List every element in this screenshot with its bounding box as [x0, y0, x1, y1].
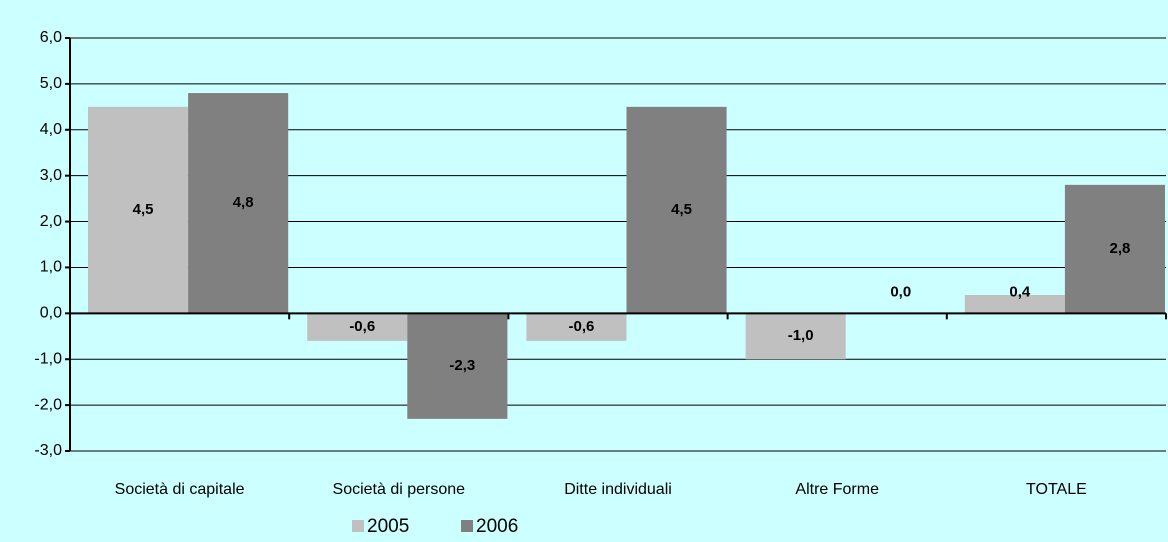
bar — [188, 93, 289, 314]
x-tick-label: TOTALE — [1026, 481, 1087, 498]
legend-label: 2005 — [367, 516, 409, 537]
bar — [964, 294, 1065, 314]
data-label: -2,3 — [449, 357, 475, 374]
data-label: 4,8 — [233, 194, 254, 211]
legend-swatch — [352, 520, 364, 532]
y-tick-label: 1,0 — [40, 259, 62, 276]
legend-label: 2006 — [476, 516, 518, 537]
x-tick-label: Società di capitale — [115, 481, 245, 498]
legend-swatch — [461, 520, 473, 532]
y-tick-label: 6,0 — [40, 29, 62, 46]
data-label: 0,4 — [1009, 283, 1031, 300]
y-tick-label: 0,0 — [40, 305, 62, 322]
data-label: -1,0 — [788, 327, 814, 344]
y-tick-label: -3,0 — [34, 442, 62, 459]
data-label: 0,0 — [890, 283, 911, 300]
y-tick-label: 5,0 — [40, 75, 62, 92]
bar — [88, 106, 189, 314]
y-tick-label: -2,0 — [34, 396, 62, 413]
x-tick-label: Ditte individuali — [564, 481, 672, 498]
bar — [526, 313, 627, 341]
data-label: -0,6 — [569, 318, 595, 335]
data-label: 4,5 — [133, 201, 154, 218]
y-tick-label: -1,0 — [34, 350, 62, 367]
x-tick-label: Altre Forme — [795, 481, 879, 498]
y-tick-label: 2,0 — [40, 213, 62, 230]
bar — [307, 313, 408, 341]
bar — [745, 313, 846, 360]
bar — [407, 313, 508, 419]
x-tick-label: Società di persone — [333, 481, 466, 498]
data-label: -0,6 — [349, 318, 375, 335]
data-label: 2,8 — [1110, 240, 1131, 257]
y-tick-label: 3,0 — [40, 167, 62, 184]
bar — [1064, 184, 1165, 314]
bar — [626, 106, 727, 314]
data-label: 4,5 — [671, 201, 692, 218]
y-tick-label: 4,0 — [40, 121, 62, 138]
